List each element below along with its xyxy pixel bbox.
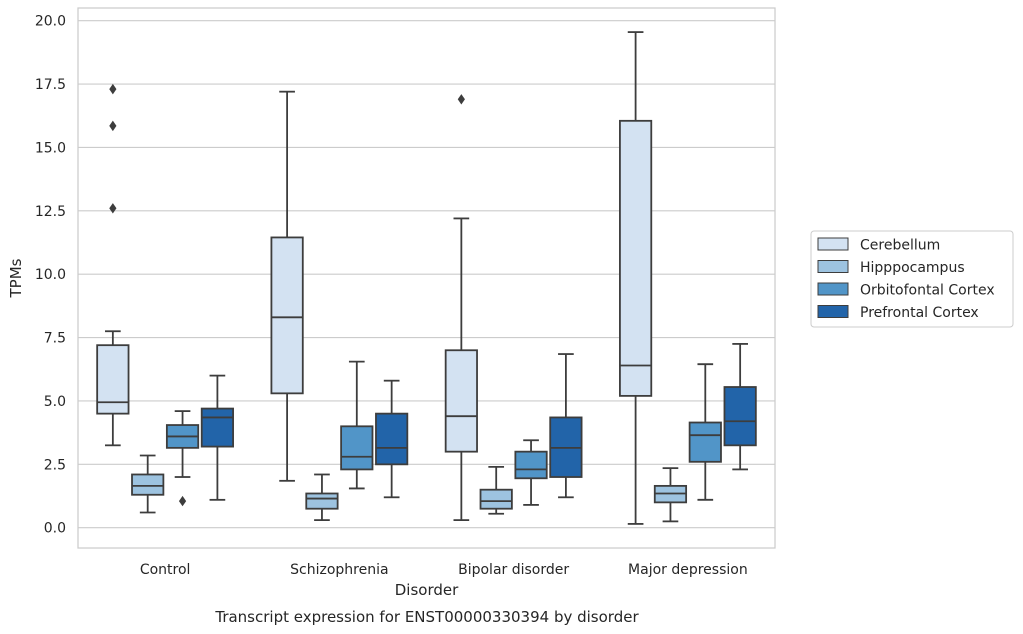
box-3-1 [375,379,409,499]
x-axis-ticks: Control Schizophrenia Bipolar disorder Majo… [140,562,748,578]
box-2-0 [165,410,200,507]
legend-swatch [817,260,849,273]
outlier-marker [109,120,117,132]
legend-label: Cerebellum [860,238,940,254]
box-1-2 [479,465,513,515]
y-tick-label: 7.5 [44,331,66,347]
box-body [96,344,130,415]
legend-swatch [817,282,849,296]
box-0-3 [619,31,653,525]
box-plots [96,31,757,525]
box-body [270,236,304,395]
legend-label: Orbitofontal Cortex [860,283,995,299]
legend-swatch [817,305,849,318]
box-3-2 [549,353,583,499]
legend: Cerebellum Hipppocampus Orbitofontal Corte… [810,230,1014,328]
box-body [688,421,722,463]
plot-area [78,8,775,548]
y-tick-label: 20.0 [35,14,66,30]
box-body [305,492,339,510]
box-body [340,425,374,471]
box-body [375,412,409,466]
y-axis-label: TPMs [7,258,25,298]
box-body [723,386,757,447]
box-0-1 [270,90,304,482]
box-3-0 [200,374,234,501]
outlier-marker [457,94,465,105]
y-tick-label: 17.5 [35,77,66,93]
plot-frame [77,7,776,549]
x-tick-label: Major depression [628,562,748,578]
box-1-1 [305,473,339,522]
legend-label: Prefrontal Cortex [860,305,979,321]
box-3-3 [723,343,757,471]
grid-lines [78,20,775,529]
box-body [200,407,234,448]
legend-swatch [817,237,849,251]
box-body [514,450,548,480]
outlier-marker [178,495,187,507]
y-tick-label: 12.5 [35,204,66,220]
chart-title: Transcript expression for ENST0000033039… [214,608,639,626]
box-body [479,488,513,510]
box-body [619,119,653,397]
x-axis-label: Disorder [395,581,459,599]
y-tick-label: 2.5 [44,457,66,473]
legend-frame [810,230,1014,328]
box-1-0 [131,454,165,514]
box-body [131,473,165,496]
box-2-3 [688,363,722,501]
box-body [444,349,478,453]
box-0-2 [444,94,478,522]
box-2-1 [340,360,374,490]
x-tick-label: Schizophrenia [290,562,388,578]
outlier-marker [109,83,117,95]
y-tick-label: 15.0 [35,140,66,156]
box-0-0 [96,83,130,447]
outlier-marker [109,203,117,214]
y-tick-label: 0.0 [44,521,66,537]
x-tick-label: Control [140,562,191,578]
box-1-3 [653,467,688,523]
y-axis-ticks: 0.0 2.5 5.0 7.5 10.0 12.5 15.0 17.5 20.0 [35,14,66,537]
legend-label: Hipppocampus [860,260,965,276]
x-tick-label: Bipolar disorder [458,562,569,578]
y-tick-label: 10.0 [35,267,66,283]
y-tick-label: 5.0 [44,394,66,410]
box-2-2 [514,439,548,506]
